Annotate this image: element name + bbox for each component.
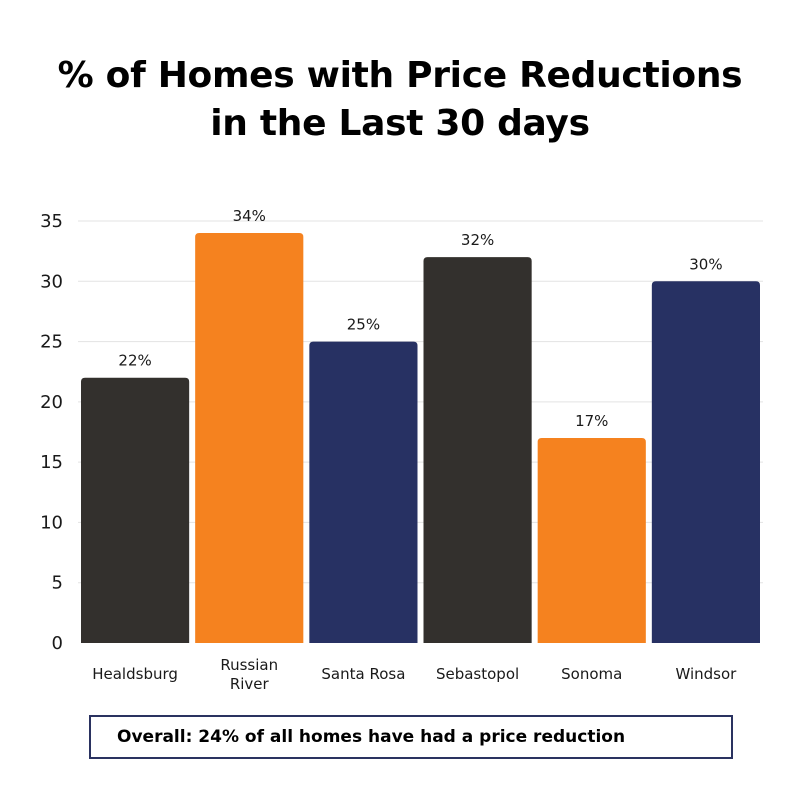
bar <box>195 233 304 644</box>
bar <box>651 281 760 643</box>
data-label: 30% <box>689 255 722 273</box>
x-tick-label: Russian <box>220 656 278 674</box>
y-tick-label: 15 <box>40 452 63 473</box>
y-tick-label: 20 <box>40 392 63 413</box>
bar <box>309 341 418 643</box>
data-label: 25% <box>347 316 380 334</box>
y-tick-label: 0 <box>52 633 63 654</box>
data-label: 34% <box>233 207 266 225</box>
chart-title: % of Homes with Price Reductions in the … <box>0 52 800 148</box>
x-tick-label: Santa Rosa <box>321 665 405 683</box>
x-tick-label: Sonoma <box>561 665 622 683</box>
summary-box: Overall: 24% of all homes have had a pri… <box>89 715 733 759</box>
y-tick-label: 35 <box>40 211 63 232</box>
bar <box>423 257 532 643</box>
data-label: 22% <box>118 352 151 370</box>
summary-text: Overall: 24% of all homes have had a pri… <box>117 727 626 747</box>
data-label: 17% <box>575 412 608 430</box>
x-tick-label: Healdsburg <box>92 665 178 683</box>
bars <box>81 233 760 644</box>
bar <box>81 377 190 643</box>
x-tick-label: River <box>230 675 270 693</box>
data-label: 32% <box>461 231 494 249</box>
x-tick-label: Sebastopol <box>436 665 519 683</box>
y-tick-label: 25 <box>40 332 63 353</box>
y-axis: 0 5 10 15 20 25 30 35 <box>40 211 63 654</box>
grid-lines <box>78 220 763 584</box>
y-tick-label: 10 <box>40 512 63 533</box>
chart-title-line-1: % of Homes with Price Reductions <box>57 55 743 96</box>
x-tick-label: Windsor <box>675 665 737 683</box>
y-tick-label: 5 <box>52 573 63 594</box>
y-tick-label: 30 <box>40 271 63 292</box>
data-labels: 22% 34% 25% 32% 17% 30% <box>118 207 722 430</box>
chart-title-line-2: in the Last 30 days <box>210 103 590 144</box>
bar <box>537 438 646 643</box>
